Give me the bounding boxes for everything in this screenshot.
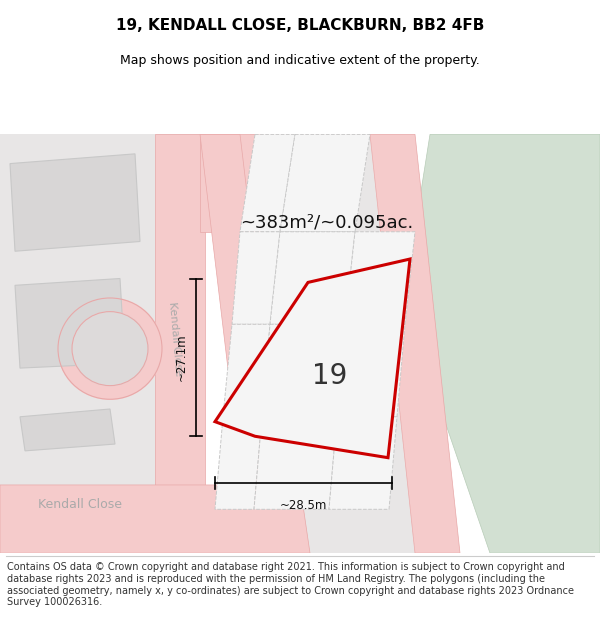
Text: 19, KENDALL CLOSE, BLACKBURN, BB2 4FB: 19, KENDALL CLOSE, BLACKBURN, BB2 4FB bbox=[116, 18, 484, 32]
Polygon shape bbox=[232, 232, 280, 324]
Polygon shape bbox=[200, 134, 260, 232]
Polygon shape bbox=[200, 134, 290, 553]
Text: Kendall Close: Kendall Close bbox=[167, 301, 183, 376]
Polygon shape bbox=[280, 134, 370, 232]
Polygon shape bbox=[0, 485, 310, 553]
Polygon shape bbox=[240, 134, 295, 232]
Text: Contains OS data © Crown copyright and database right 2021. This information is : Contains OS data © Crown copyright and d… bbox=[7, 562, 574, 608]
Text: ~28.5m: ~28.5m bbox=[280, 499, 327, 512]
Polygon shape bbox=[337, 324, 405, 417]
Polygon shape bbox=[20, 409, 115, 451]
Polygon shape bbox=[215, 417, 262, 509]
Text: ~27.1m: ~27.1m bbox=[175, 334, 188, 381]
Polygon shape bbox=[215, 259, 410, 458]
Polygon shape bbox=[155, 134, 205, 553]
Polygon shape bbox=[223, 324, 270, 417]
Polygon shape bbox=[270, 232, 355, 324]
Polygon shape bbox=[0, 134, 200, 553]
Polygon shape bbox=[329, 417, 397, 509]
Text: Map shows position and indicative extent of the property.: Map shows position and indicative extent… bbox=[120, 54, 480, 68]
Polygon shape bbox=[15, 279, 125, 368]
Text: Kendall Close: Kendall Close bbox=[38, 498, 122, 511]
Polygon shape bbox=[262, 324, 345, 417]
Polygon shape bbox=[250, 134, 415, 553]
Polygon shape bbox=[254, 417, 337, 509]
Polygon shape bbox=[370, 134, 460, 553]
Circle shape bbox=[58, 298, 162, 399]
Text: ~383m²/~0.095ac.: ~383m²/~0.095ac. bbox=[240, 213, 413, 231]
Polygon shape bbox=[410, 134, 600, 553]
Polygon shape bbox=[10, 154, 140, 251]
Polygon shape bbox=[345, 232, 415, 324]
Circle shape bbox=[72, 312, 148, 386]
Text: 19: 19 bbox=[313, 362, 347, 390]
